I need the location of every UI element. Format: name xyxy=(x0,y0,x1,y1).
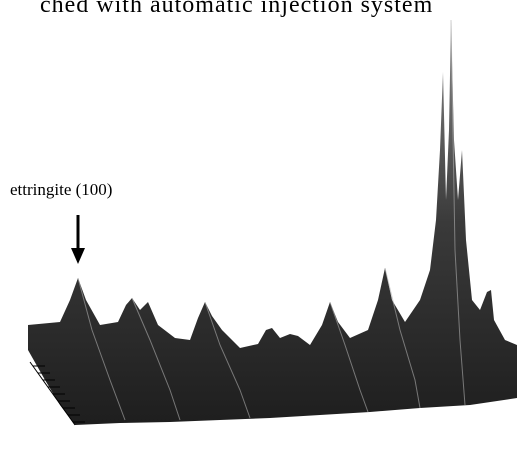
surface xyxy=(28,20,517,425)
page: ched with automatic injection system ett… xyxy=(0,0,517,450)
waterfall-plot xyxy=(0,0,517,450)
arrow-head xyxy=(71,248,85,264)
